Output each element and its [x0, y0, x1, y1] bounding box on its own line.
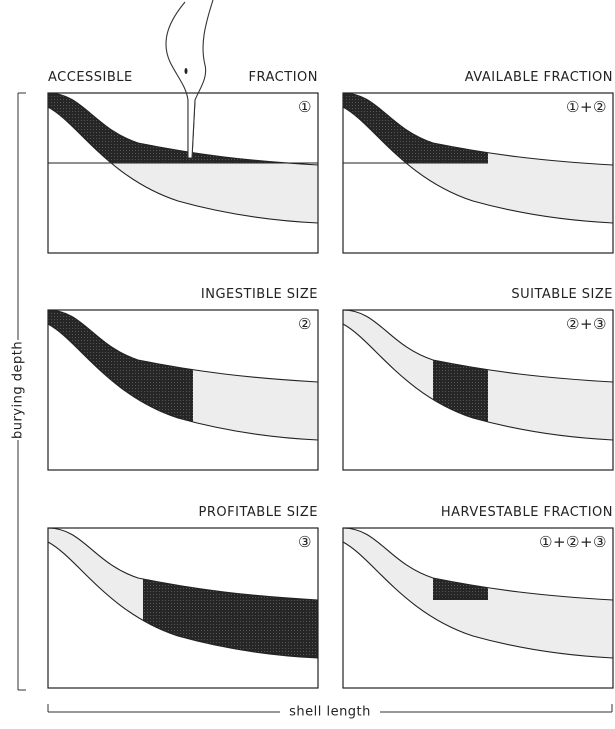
y-axis-bracket: burying depth: [9, 92, 27, 691]
dark-fraction: [48, 310, 193, 422]
panel-frame: [47, 92, 319, 254]
panel-title: FRACTION: [249, 70, 318, 85]
panel-title: PROFITABLE SIZE: [199, 505, 318, 520]
panel-title: AVAILABLE FRACTION: [465, 70, 613, 85]
panel-title: INGESTIBLE SIZE: [201, 287, 318, 302]
dark-fraction: [433, 360, 488, 422]
panel: INGESTIBLE SIZE ②: [47, 287, 319, 471]
upper-curve: [47, 92, 319, 166]
lower-curve: [342, 541, 614, 659]
lower-curve: [47, 323, 319, 441]
dark-fraction: [343, 93, 488, 163]
panel: ACCESSIBLE FRACTION ①: [47, 70, 319, 254]
y-axis-label: burying depth: [11, 341, 26, 439]
panel: PROFITABLE SIZE ③: [47, 505, 319, 689]
panel-title: SUITABLE SIZE: [511, 287, 613, 302]
panel: AVAILABLE FRACTION ①+②: [342, 70, 614, 254]
panel-title: HARVESTABLE FRACTION: [441, 505, 613, 520]
panel-title: ACCESSIBLE: [48, 70, 133, 85]
panel-frame: [47, 527, 319, 689]
upper-curve: [342, 527, 614, 601]
lower-curve: [342, 323, 614, 441]
panel-marker: ①+②: [566, 98, 607, 116]
panel: SUITABLE SIZE ②+③: [342, 287, 614, 471]
panel-frame: [342, 527, 614, 689]
upper-curve: [342, 309, 614, 383]
panel-marker: ②+③: [566, 315, 607, 333]
panel-frame: [342, 92, 614, 254]
panel-marker: ①+②+③: [539, 533, 607, 551]
dark-fraction: [48, 93, 288, 163]
bird-beak: [165, 0, 214, 159]
dark-fraction: [433, 578, 488, 600]
panel-marker: ②: [298, 315, 312, 333]
panel-marker: ①: [298, 98, 312, 116]
panel-frame: [342, 309, 614, 471]
upper-curve: [342, 92, 614, 166]
x-axis-bracket: shell length: [47, 703, 613, 721]
panel-frame: [47, 309, 319, 471]
panel-marker: ③: [298, 533, 312, 551]
x-axis-label: shell length: [289, 705, 371, 720]
upper-curve: [47, 309, 319, 383]
panel: HARVESTABLE FRACTION ①+②+③: [342, 505, 614, 689]
lower-curve: [342, 106, 614, 224]
lower-curve: [47, 106, 319, 224]
upper-curve: [47, 527, 319, 601]
lower-curve: [47, 541, 319, 659]
